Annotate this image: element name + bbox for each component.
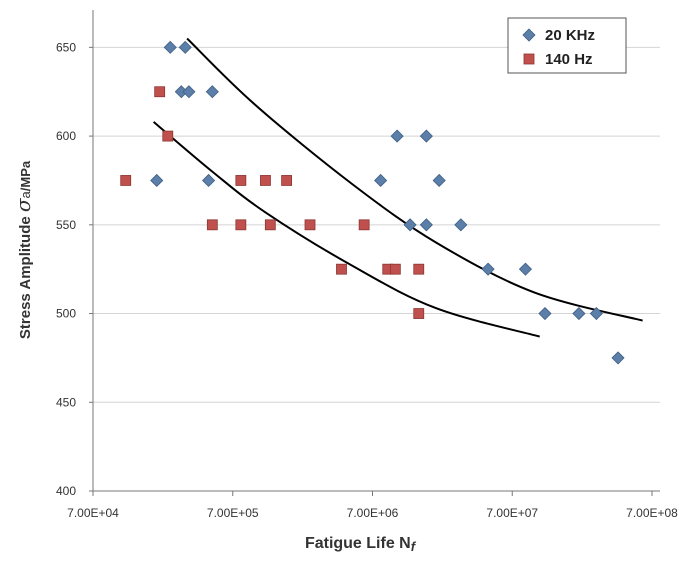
point-140hz (304, 219, 316, 231)
point-140hz (264, 219, 276, 231)
x-axis-title-sub: f (411, 539, 417, 554)
x-axis-title-text: Fatigue Life N (305, 535, 411, 552)
y-axis-title-unit: /MPa (18, 160, 33, 191)
x-tick-label: 7.00E+05 (207, 506, 259, 520)
point-140hz (413, 263, 425, 275)
y-axis-title: Stress Amplitude σa/MPa (11, 160, 35, 339)
point-140hz (389, 263, 401, 275)
point-20khz (481, 262, 495, 276)
point-20khz (202, 173, 216, 188)
y-tick-labels: 400 450 500 550 600 650 (56, 40, 93, 498)
point-140hz (260, 175, 271, 186)
point-20khz (538, 306, 552, 321)
point-20khz (374, 173, 388, 188)
point-140hz (336, 263, 347, 275)
x-tick-labels: 7.00E+04 7.00E+05 7.00E+06 7.00E+07 7.00E+08 (67, 491, 678, 520)
point-20khz (611, 351, 625, 365)
point-20khz (403, 218, 417, 232)
point-20khz (589, 306, 603, 321)
y-tick-label: 550 (56, 218, 76, 232)
legend-marker (523, 53, 535, 65)
point-20khz (572, 306, 586, 321)
point-20khz (178, 40, 192, 54)
x-tick-label: 7.00E+06 (347, 506, 399, 520)
x-axis-title: Fatigue Life Nf (305, 535, 417, 554)
grid-lines (93, 46, 660, 403)
point-20khz (205, 85, 219, 99)
point-140hz (281, 175, 293, 186)
point-20khz (163, 40, 177, 54)
point-20khz (454, 218, 468, 232)
point-140hz (162, 130, 174, 142)
y-axis-title-sub: a (18, 190, 33, 198)
legend-label: 20 KHz (545, 27, 595, 44)
y-tick-label: 500 (56, 307, 76, 321)
point-20khz (182, 85, 196, 99)
y-axis-title-text: Stress Amplitude (17, 216, 34, 339)
point-20khz (432, 173, 446, 188)
point-20khz (518, 262, 533, 276)
point-20khz (390, 129, 404, 143)
point-20khz (419, 129, 433, 143)
point-140hz (206, 219, 218, 231)
x-tick-label: 7.00E+08 (626, 506, 678, 520)
y-axis-title-symbol: σ (11, 197, 35, 212)
point-140hz (235, 175, 247, 186)
y-tick-label: 400 (56, 484, 76, 498)
point-140hz (235, 219, 247, 231)
point-140hz (413, 308, 425, 319)
trend-line (152, 121, 540, 338)
point-20khz (419, 218, 433, 232)
point-140hz (120, 175, 132, 186)
axes (92, 10, 660, 492)
point-140hz (358, 219, 370, 231)
trend-lines (152, 37, 643, 338)
y-tick-label: 600 (56, 129, 76, 143)
point-20khz (150, 173, 164, 188)
legend-label: 140 Hz (545, 51, 593, 68)
y-tick-label: 450 (56, 395, 76, 409)
legend-marker (522, 28, 536, 42)
y-tick-label: 650 (56, 40, 76, 54)
legend: 20 KHz 140 Hz (507, 17, 627, 74)
trend-line (186, 37, 643, 322)
data-points (120, 40, 625, 365)
x-tick-label: 7.00E+07 (486, 506, 538, 520)
point-140hz (154, 86, 166, 98)
x-tick-label: 7.00E+04 (67, 506, 119, 520)
